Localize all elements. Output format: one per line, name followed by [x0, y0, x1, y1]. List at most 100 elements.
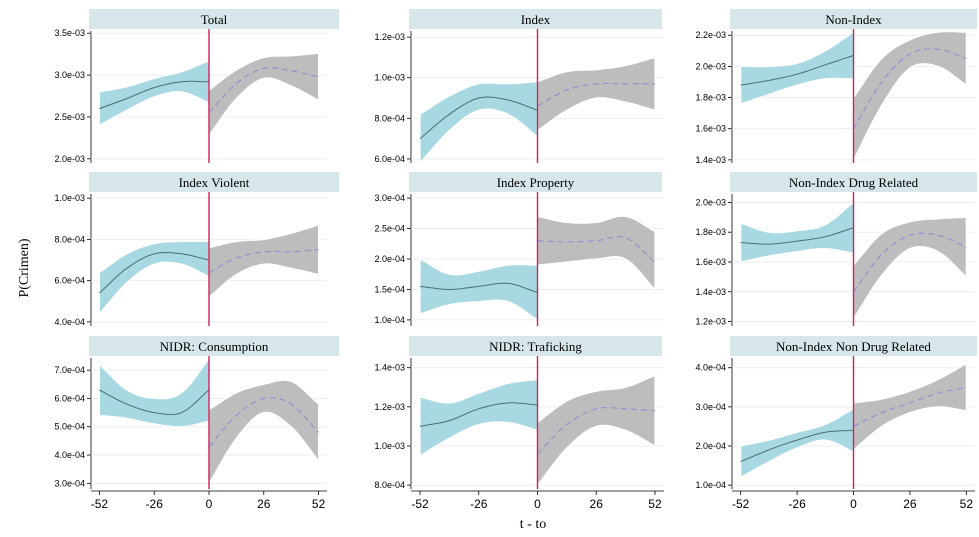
pre-ci-band — [419, 81, 539, 165]
facet-title: NIDR: Consumption — [160, 339, 269, 354]
x-tick-label: 26 — [903, 497, 917, 511]
facet-title: Non-Index — [825, 12, 882, 27]
y-tick-label: 1.4e-03 — [374, 363, 405, 373]
facet-strip — [89, 336, 339, 356]
post-ci-band — [852, 216, 967, 321]
y-tick-label: 4.0e-04 — [54, 317, 85, 327]
x-tick-label: -52 — [732, 497, 750, 511]
y-tick-label: 1.2e-03 — [374, 32, 405, 42]
x-tick-label: 0 — [534, 497, 541, 511]
y-axis-title: P(Crimen) — [17, 238, 32, 297]
post-ci-band — [536, 374, 656, 487]
y-tick-label: 4.0e-04 — [54, 450, 85, 460]
y-tick-label: 2.0e-03 — [695, 197, 726, 207]
y-tick-label: 1.0e-03 — [374, 441, 405, 451]
pre-fit-line — [99, 80, 210, 110]
facet-strip — [409, 9, 662, 29]
y-tick-label: 2.0e-04 — [374, 254, 405, 264]
y-tick-label: 1.4e-03 — [695, 155, 726, 165]
y-tick-label: 3.0e-04 — [54, 478, 85, 488]
facet-strip — [89, 172, 339, 192]
post-fit-line — [208, 67, 319, 114]
y-tick-label: 3.0e-04 — [374, 193, 405, 203]
y-tick-label: 3.0e-04 — [695, 402, 726, 412]
facet-title: Total — [201, 12, 228, 27]
pre-fit-line — [99, 251, 210, 294]
post-ci-band — [208, 52, 320, 138]
facet-strip — [409, 336, 662, 356]
y-tick-label: 3.0e-03 — [54, 70, 85, 80]
x-tick-label: 52 — [648, 497, 662, 511]
y-tick-label: 5.0e-04 — [54, 422, 85, 432]
y-tick-label: 1.0e-03 — [54, 193, 85, 203]
facet-panel: Non-Index Drug Related 1.2e-03 1.4e-03 1.6e… — [695, 172, 977, 327]
facet-strip — [409, 172, 662, 192]
facet-panel: Index 6.0e-04 8.0e-04 1.0e-03 1.2e-03 — [374, 9, 664, 165]
pre-ci-band — [740, 201, 855, 263]
y-tick-label: 7.0e-04 — [54, 365, 85, 375]
pre-fit-line — [419, 282, 538, 293]
pre-fit-line — [740, 55, 854, 86]
x-tick-label: 0 — [206, 497, 213, 511]
pre-ci-band — [98, 357, 210, 428]
facet-title: NIDR: Traficking — [489, 339, 582, 354]
post-ci-band — [536, 56, 656, 132]
post-ci-band — [208, 379, 320, 486]
y-tick-label: 1.4e-03 — [695, 287, 726, 297]
pre-ci-band — [419, 258, 539, 322]
facet-strip — [89, 9, 339, 29]
facet-strip — [730, 9, 977, 29]
y-tick-label: 8.0e-04 — [54, 234, 85, 244]
y-tick-label: 2.2e-03 — [695, 30, 726, 40]
x-tick-label: -26 — [788, 497, 806, 511]
post-fit-line — [537, 236, 656, 263]
y-tick-label: 8.0e-04 — [374, 480, 405, 490]
pre-fit-line — [740, 227, 854, 245]
y-tick-label: 1.6e-03 — [695, 257, 726, 267]
facet-title: Index — [521, 12, 551, 27]
y-tick-label: 1.8e-03 — [695, 227, 726, 237]
y-tick-label: 8.0e-04 — [374, 113, 405, 123]
post-fit-line — [208, 249, 319, 273]
y-tick-label: 1.5e-04 — [374, 284, 405, 294]
pre-fit-line — [419, 402, 538, 427]
facet-grid: Total 2.0e-03 2.5e-03 3.0e-03 3.5e-03 Index 6.… — [54, 9, 977, 511]
y-tick-label: 6.0e-04 — [54, 276, 85, 286]
y-tick-label: 1.2e-03 — [695, 317, 726, 327]
y-tick-label: 4.0e-04 — [695, 363, 726, 373]
pre-fit-line — [419, 96, 538, 139]
pre-ci-band — [419, 378, 539, 457]
facet-panel: Index Violent 4.0e-04 6.0e-04 8.0e-04 1.0e-0… — [54, 172, 339, 327]
y-tick-label: 2.0e-04 — [695, 441, 726, 451]
y-tick-label: 6.0e-04 — [54, 393, 85, 403]
y-tick-label: 1.6e-03 — [695, 124, 726, 134]
facet-panel: Total 2.0e-03 2.5e-03 3.0e-03 3.5e-03 — [54, 9, 339, 164]
post-fit-line — [537, 82, 655, 107]
x-tick-label: 52 — [312, 497, 326, 511]
y-tick-label: 2.5e-03 — [54, 112, 85, 122]
facet-panel: Non-Index Non Drug Related 1.0e-04 2.0e-04… — [695, 336, 977, 511]
pre-ci-band — [98, 59, 210, 127]
y-tick-label: 6.0e-04 — [374, 154, 405, 164]
facet-title: Index Property — [497, 175, 575, 190]
x-tick-label: -52 — [411, 497, 429, 511]
post-fit-line — [208, 397, 319, 447]
y-tick-label: 2.0e-03 — [54, 154, 85, 164]
facet-panel: Index Property 1.0e-04 1.5e-04 2.0e-04 2.5e-… — [374, 172, 664, 326]
post-ci-band — [536, 215, 656, 292]
y-tick-label: 1.8e-03 — [695, 93, 726, 103]
facet-title: Index Violent — [179, 175, 250, 190]
x-tick-label: -52 — [91, 497, 109, 511]
facet-panel: NIDR: Consumption 3.0e-04 4.0e-04 5.0e-04 6.… — [54, 336, 339, 511]
pre-fit-line — [740, 429, 854, 463]
y-tick-label: 3.5e-03 — [54, 28, 85, 38]
x-tick-label: -26 — [470, 497, 488, 511]
post-fit-line — [853, 48, 967, 129]
post-fit-line — [537, 407, 656, 455]
post-fit-line — [853, 232, 967, 293]
y-tick-label: 2.0e-03 — [695, 61, 726, 71]
pre-ci-band — [740, 30, 855, 105]
y-tick-label: 2.5e-04 — [374, 224, 405, 234]
x-tick-label: 52 — [960, 497, 974, 511]
